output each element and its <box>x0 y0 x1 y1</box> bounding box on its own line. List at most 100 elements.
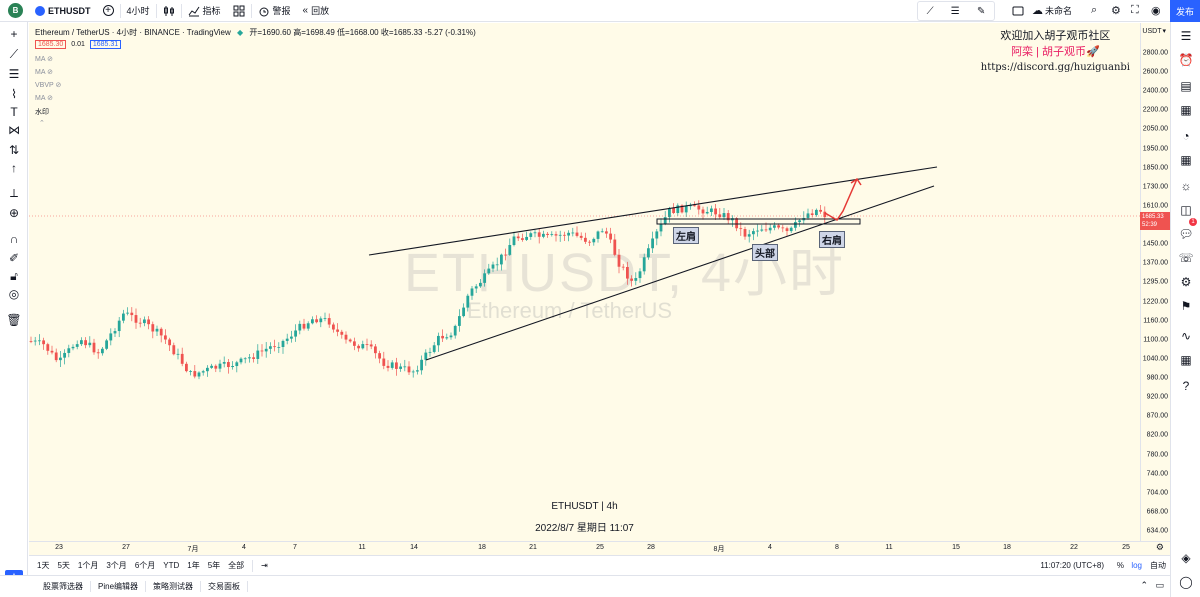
trend-line-fav-icon[interactable]: ⟋ <box>926 5 934 17</box>
publish-button[interactable]: 发布 <box>1170 0 1200 22</box>
text-tool-icon[interactable]: T <box>10 105 18 119</box>
maximize-panel-icon[interactable]: ▭ <box>1155 580 1164 590</box>
range-button[interactable]: 3个月 <box>106 561 127 570</box>
range-button[interactable]: YTD <box>163 561 180 570</box>
candle-body <box>474 286 478 289</box>
log-scale-toggle[interactable]: log <box>1131 561 1142 570</box>
legend-title[interactable]: Ethereum / TetherUS · 4小时 · BINANCE · Tr… <box>35 28 231 37</box>
goto-date-icon[interactable]: ⇥ <box>261 561 268 570</box>
forecast-icon[interactable]: ⇅ <box>8 143 20 157</box>
range-button[interactable]: 全部 <box>228 561 245 570</box>
candle-body <box>168 339 171 346</box>
price-axis[interactable]: USDT ▾ 2800.00 2600.00 2400.00 2200.00 2050.0… <box>1140 23 1170 541</box>
trend-line-icon[interactable]: ⟋ <box>9 47 19 61</box>
range-button[interactable]: 6个月 <box>134 561 156 570</box>
range-button[interactable]: 5天 <box>57 561 70 570</box>
buy-price-button[interactable]: 1685.31 <box>89 40 122 49</box>
lock-icon[interactable]: 🔓︎ <box>10 269 18 283</box>
chart-canvas[interactable]: ETHUSDT, 4小时 Ethereum / TetherUS Ethereu… <box>29 23 1140 541</box>
alerts-icon[interactable]: ⏰ <box>1178 53 1194 67</box>
timezone-clock[interactable]: 11:07:20 (UTC+8) <box>1040 561 1104 570</box>
alert-button[interactable]: 警报 <box>252 0 297 22</box>
camera-icon[interactable]: ◉ <box>1151 5 1161 17</box>
right-shoulder-label[interactable]: 右肩 <box>819 231 845 248</box>
panel-tab[interactable]: Pine编辑器 <box>91 581 147 592</box>
templates-icon[interactable] <box>227 0 251 22</box>
indicators-button[interactable]: 指标 <box>182 0 227 22</box>
trash-icon[interactable]: 🗑︎ <box>6 313 22 327</box>
indicator-row[interactable]: MA ⊘ <box>35 95 53 102</box>
price-tick-label: 1370.00 <box>1142 259 1168 267</box>
range-button[interactable]: 1天 <box>37 561 50 570</box>
compare-add-icon[interactable]: + <box>97 0 120 22</box>
help-icon[interactable]: ? <box>1182 379 1190 393</box>
streams-icon[interactable]: ◫ <box>1180 203 1192 217</box>
pine-icon[interactable]: ⚙ <box>1180 275 1192 289</box>
magnet-icon[interactable]: ∩ <box>9 232 19 246</box>
circle-icon[interactable]: ◯ <box>1179 575 1193 589</box>
auto-scale-toggle[interactable]: 自动 <box>1150 561 1166 570</box>
news-icon[interactable]: ▦ <box>1180 103 1192 117</box>
horizontal-lines-icon[interactable]: ☰ <box>8 67 20 81</box>
candle-body <box>810 213 814 215</box>
search-icon[interactable]: ⌕ <box>1091 4 1098 16</box>
panel-tab[interactable]: 交易面板 <box>201 581 249 592</box>
symbol-search-button[interactable]: ETHUSDT <box>29 0 97 22</box>
gear-icon[interactable]: ⚙ <box>1111 5 1121 17</box>
xabcd-pattern-icon[interactable]: ⋈ <box>8 123 20 137</box>
candle-body <box>647 248 650 258</box>
chat-icon[interactable]: ☏ <box>1178 251 1194 265</box>
layout-icon[interactable] <box>1012 5 1024 20</box>
collapse-panel-icon[interactable]: ⌃ <box>1140 580 1148 590</box>
stay-drawing-icon[interactable]: ✐ <box>8 251 20 265</box>
fullscreen-icon[interactable]: ⛶ <box>1131 4 1139 16</box>
candle-body <box>449 335 453 338</box>
candle-body <box>445 337 449 339</box>
ruler-icon[interactable]: ⟂ <box>9 186 18 200</box>
range-button[interactable]: 5年 <box>207 561 221 570</box>
zoom-in-icon[interactable]: ⊕ <box>8 206 20 220</box>
eye-icon[interactable]: ◎ <box>8 287 20 301</box>
dom-icon[interactable]: ⚑ <box>1180 299 1192 313</box>
head-label[interactable]: 头部 <box>752 244 778 261</box>
sell-price-button[interactable]: 1685.30 <box>35 40 67 49</box>
panel-tab[interactable]: 股票筛选器 <box>36 581 91 592</box>
horizontal-lines-fav-icon[interactable]: ☰ <box>950 5 960 17</box>
candle-body <box>705 211 709 214</box>
chats-icon[interactable]: 💬︎ <box>1178 227 1194 241</box>
panel-tab[interactable]: 策略测试器 <box>146 581 202 592</box>
indicator-row[interactable]: MA ⊘ <box>35 69 53 76</box>
range-button[interactable]: 1个月 <box>77 561 99 570</box>
save-layout-button[interactable]: ☁ 未命名 <box>1032 5 1073 17</box>
user-avatar[interactable]: B <box>8 3 23 18</box>
data-window-icon[interactable]: ▤ <box>1180 79 1192 93</box>
brush-fav-icon[interactable]: ✎ <box>976 5 986 17</box>
replay-button[interactable]: « 回放 <box>302 5 330 16</box>
percent-scale-toggle[interactable]: % <box>1116 561 1124 570</box>
time-axis[interactable]: 23 27 7月 4 7 11 14 18 21 25 28 8月 4 8 11 15 18 22 25 ⚙ <box>29 541 1170 555</box>
candle-body <box>172 345 176 355</box>
price-tick-label: 2200.00 <box>1142 106 1168 114</box>
indicator-row[interactable]: VBVP ⊘ <box>35 82 62 89</box>
promo-line-3: https://discord.gg/huziguanbi <box>980 62 1130 73</box>
layers-icon[interactable]: ◈ <box>1181 551 1191 565</box>
grid-icon[interactable]: ▦ <box>1180 353 1192 367</box>
ideas-icon[interactable]: ☼ <box>1180 179 1192 193</box>
watchlist-icon[interactable]: ☰ <box>1180 29 1192 43</box>
left-shoulder-label[interactable]: 左肩 <box>673 227 699 244</box>
pulse-icon[interactable]: ∿ <box>1180 329 1192 343</box>
currency-selector[interactable]: USDT ▾ <box>1142 27 1166 36</box>
candle-style-icon[interactable] <box>157 0 181 22</box>
watermark-indicator-row[interactable]: 水印 <box>35 109 49 116</box>
indicator-row[interactable]: MA ⊘ <box>35 56 53 63</box>
collapse-legend-icon[interactable]: ⌃ <box>39 120 45 127</box>
range-button[interactable]: 1年 <box>187 561 200 570</box>
axis-settings-gear-icon[interactable]: ⚙ <box>1155 542 1164 552</box>
interval-button[interactable]: 4小时 <box>126 6 150 16</box>
hotlists-icon[interactable]: ◔ <box>1182 129 1190 143</box>
arrow-up-icon[interactable]: ↑ <box>11 161 17 175</box>
crosshair-icon[interactable]: + <box>10 27 18 41</box>
pattern-icon[interactable]: ⌇ <box>11 87 17 101</box>
calendar-icon[interactable]: ▦ <box>1180 153 1192 167</box>
candle-body <box>764 229 768 231</box>
